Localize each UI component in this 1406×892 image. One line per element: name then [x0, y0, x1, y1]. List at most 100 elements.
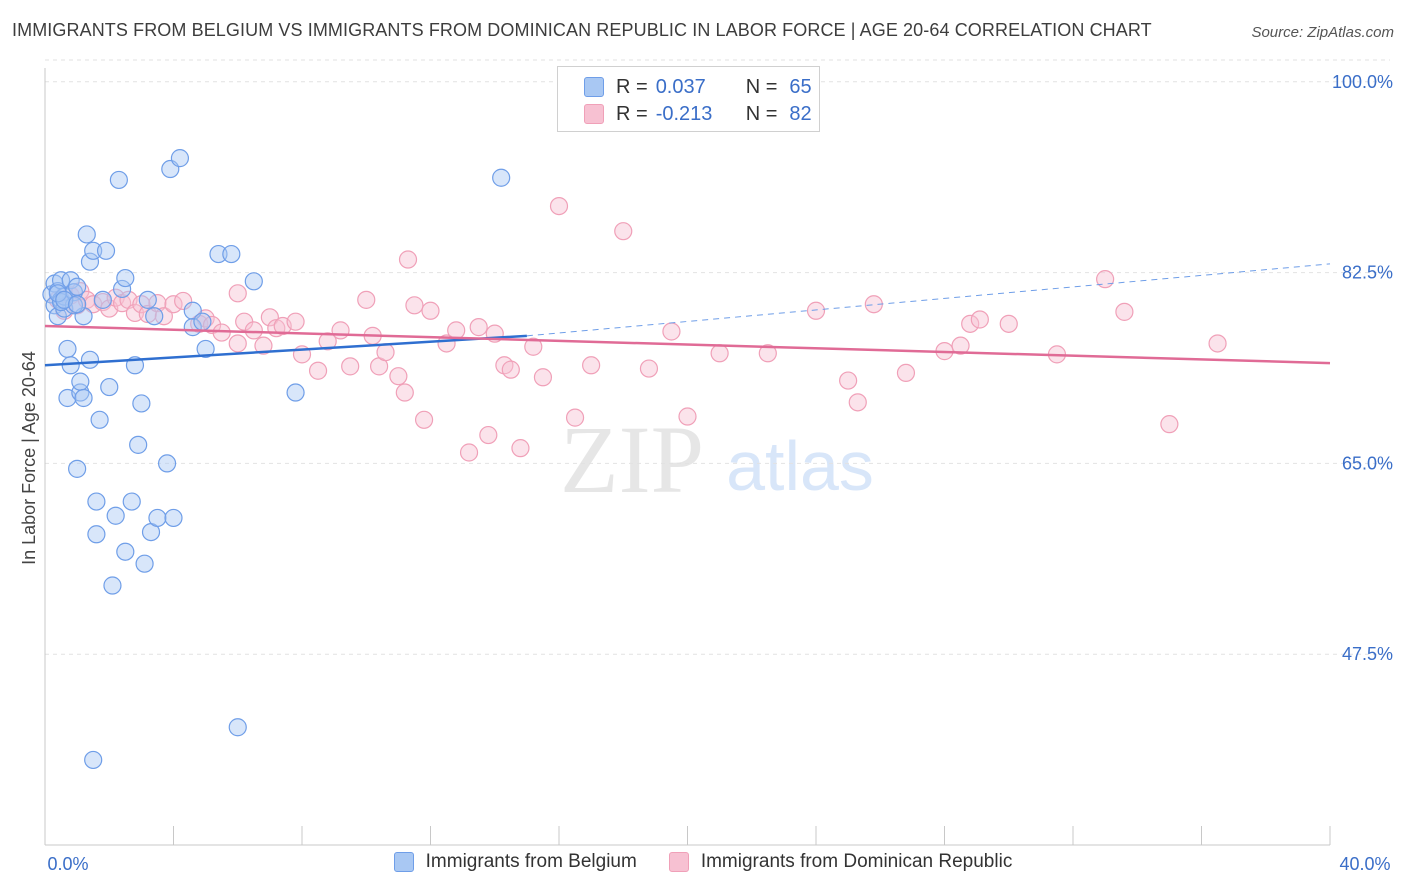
data-point-dominican	[639, 359, 659, 378]
legend-label-dominican: Immigrants from Dominican Republic	[700, 851, 1013, 872]
data-point-dominican	[614, 222, 633, 241]
data-point-dominican	[1115, 302, 1134, 321]
data-point-belgium	[116, 268, 135, 288]
data-point-dominican	[533, 368, 553, 387]
data-point-belgium	[116, 542, 135, 561]
data-point-belgium	[129, 435, 148, 454]
data-point-dominican	[999, 314, 1018, 333]
data-point-belgium	[145, 307, 164, 326]
data-point-belgium	[157, 454, 177, 473]
data-point-belgium	[286, 383, 305, 402]
y-tick-label: 82.5%	[1342, 263, 1393, 283]
data-point-belgium	[71, 383, 90, 402]
data-point-dominican	[961, 314, 980, 333]
x-tick-labels: 0.0% 40.0%	[47, 854, 1390, 874]
y-tick-labels: 47.5% 65.0% 82.5% 100.0%	[1332, 72, 1393, 664]
data-point-dominican	[582, 356, 601, 375]
data-point-dominican	[376, 343, 395, 362]
data-point-belgium	[196, 339, 215, 359]
data-point-belgium	[48, 284, 67, 303]
data-point-belgium	[96, 241, 116, 260]
data-point-dominican	[389, 367, 408, 386]
data-point-belgium	[68, 459, 87, 478]
legend-n-value: 82	[789, 102, 812, 125]
data-point-belgium	[148, 508, 167, 528]
legend-swatch-belgium	[393, 852, 414, 872]
data-point-dominican	[511, 439, 530, 458]
data-point-belgium	[64, 283, 84, 302]
data-point-dominican	[202, 315, 222, 335]
legend-n-label: N =	[745, 75, 778, 98]
data-point-belgium	[109, 170, 128, 190]
data-point-belgium	[106, 506, 125, 525]
data-point-dominican	[164, 295, 183, 314]
data-point-dominican	[154, 307, 173, 326]
y-tick-label: 47.5%	[1342, 644, 1393, 664]
source-label: Source: ZipAtlas.com	[1251, 24, 1394, 41]
data-point-dominican	[896, 363, 916, 383]
watermark-zip: ZIP	[560, 406, 704, 513]
data-point-dominican	[1208, 334, 1227, 353]
data-point-dominican	[479, 425, 498, 445]
trend-line-belgium-extension	[526, 263, 1331, 337]
data-point-belgium	[193, 312, 212, 331]
data-point-belgium	[103, 576, 122, 595]
data-point-dominican	[501, 360, 520, 379]
data-point-dominican	[565, 408, 585, 427]
data-point-belgium	[80, 350, 100, 369]
data-point-dominican	[839, 371, 858, 390]
trend-line-dominican	[44, 324, 1331, 365]
data-point-dominican	[447, 321, 466, 340]
data-point-dominican	[286, 312, 305, 331]
data-point-dominican	[848, 393, 867, 412]
data-point-dominican	[341, 357, 360, 376]
legend-n-value: 65	[789, 75, 812, 98]
legend-r-label: R =	[616, 75, 648, 98]
data-point-dominican	[228, 284, 247, 303]
data-point-belgium	[77, 225, 96, 244]
series-belgium-points	[42, 149, 511, 770]
data-point-dominican	[437, 334, 456, 353]
data-point-dominican	[414, 410, 434, 429]
data-point-dominican	[254, 336, 273, 355]
data-point-belgium	[68, 295, 87, 314]
legend-r-label: R =	[616, 102, 648, 125]
data-point-dominican	[678, 407, 697, 426]
data-point-belgium	[164, 508, 183, 528]
legend-swatch-dominican	[584, 104, 604, 124]
data-point-belgium	[222, 244, 241, 264]
data-point-belgium	[68, 277, 87, 296]
legend-item-belgium: Immigrants from Belgium	[393, 851, 637, 873]
x-tick-label: 0.0%	[47, 854, 88, 874]
data-point-belgium	[244, 272, 263, 291]
data-point-belgium	[112, 279, 132, 299]
data-point-dominican	[549, 196, 569, 216]
data-point-dominican	[1160, 415, 1179, 434]
data-point-belgium	[84, 750, 103, 770]
data-point-belgium	[61, 271, 80, 290]
watermark: ZIP atlas	[560, 406, 874, 513]
data-point-belgium	[87, 525, 106, 544]
data-point-dominican	[710, 344, 729, 363]
data-point-belgium	[228, 718, 247, 737]
axes	[44, 68, 1331, 846]
data-point-dominican	[758, 344, 777, 363]
data-point-dominican	[405, 296, 424, 315]
chart-title: IMMIGRANTS FROM BELGIUM VS IMMIGRANTS FR…	[12, 20, 1152, 40]
legend-swatch-dominican	[668, 852, 689, 872]
data-point-belgium	[492, 168, 511, 187]
data-point-dominican	[228, 334, 247, 353]
data-point-belgium	[135, 554, 154, 573]
legend-n-label: N =	[745, 102, 778, 125]
data-point-belgium	[170, 149, 190, 168]
legend-row-dominican: R = -0.213 N = 82	[584, 101, 812, 127]
data-point-dominican	[524, 337, 543, 356]
series-legend: Immigrants from Belgium Immigrants from …	[0, 851, 1406, 873]
y-tick-label: 65.0%	[1342, 453, 1393, 473]
data-point-belgium	[90, 410, 109, 429]
legend-row-belgium: R = 0.037 N = 65	[584, 74, 812, 100]
data-point-dominican	[398, 250, 418, 269]
data-point-belgium	[87, 492, 106, 511]
data-point-dominican	[970, 310, 989, 329]
